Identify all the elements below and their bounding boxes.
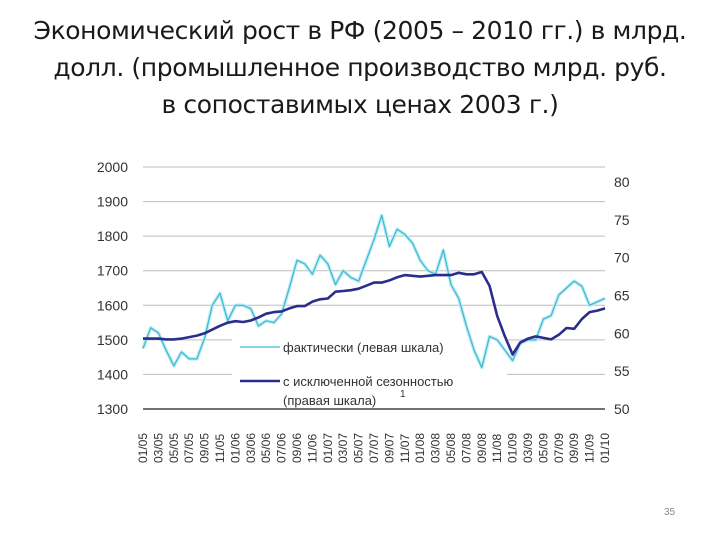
legend-background: [232, 330, 507, 408]
x-tick-label: 05/07: [352, 433, 366, 463]
left-tick-label: 2000: [97, 159, 128, 175]
x-tick-label: 11/09: [583, 434, 597, 463]
legend: фактически (левая шкала) с исключенной с…: [240, 340, 454, 408]
legend-footnote-mark: 1: [400, 389, 406, 400]
x-tick-label: 03/05: [151, 433, 165, 463]
x-tick-label: 09/09: [567, 433, 581, 463]
legend-seasonal-label-1: с исключенной сезонностью: [283, 374, 454, 389]
title-line-2: долл. (промышленное производство млрд. р…: [53, 53, 667, 82]
left-tick-label: 1500: [97, 332, 128, 348]
right-tick-label: 50: [614, 401, 630, 417]
x-tick-label: 03/06: [244, 433, 258, 463]
x-tick-label: 09/05: [198, 433, 212, 463]
x-axis: 01/05 03/05 05/05 07/05 09/05 11/05 01/06 03/06…: [136, 433, 612, 463]
left-tick-label: 1700: [97, 263, 128, 279]
x-tick-label: 11/07: [398, 434, 412, 463]
left-axis: 1300 1400 1500 1600 1700 1800 1900 2000: [97, 159, 128, 417]
left-tick-label: 1300: [97, 401, 128, 417]
title-line-3: в сопоставимых ценах 2003 г.): [161, 90, 559, 119]
right-tick-label: 65: [614, 288, 630, 304]
x-tick-label: 01/06: [228, 433, 242, 463]
x-tick-label: 11/05: [213, 434, 227, 463]
x-tick-label: 09/08: [475, 433, 489, 463]
x-tick-label: 03/09: [521, 433, 535, 463]
x-tick-label: 09/07: [382, 433, 396, 463]
legend-seasonal-label-2: (правая шкала): [283, 393, 376, 408]
slide-title: Экономический рост в РФ (2005 – 2010 гг.…: [0, 12, 720, 123]
x-tick-label: 07/05: [182, 433, 196, 463]
x-tick-label: 05/09: [536, 433, 550, 463]
x-tick-label: 01/10: [598, 433, 612, 463]
x-tick-label: 07/09: [552, 433, 566, 463]
x-tick-label: 11/06: [305, 434, 319, 463]
series-seasonal-line: [143, 270, 606, 356]
page-number: 35: [664, 507, 676, 518]
x-tick-label: 07/06: [275, 433, 289, 463]
x-tick-label: 05/06: [259, 433, 273, 463]
left-tick-label: 1400: [97, 366, 128, 382]
x-tick-label: 03/08: [429, 433, 443, 463]
x-tick-label: 07/08: [459, 433, 473, 463]
x-tick-label: 09/06: [290, 433, 304, 463]
x-tick-label: 03/07: [336, 433, 350, 463]
right-axis: 50 55 60 65 70 75 80: [614, 174, 630, 417]
x-tick-label: 01/07: [321, 433, 335, 463]
left-tick-label: 1600: [97, 297, 128, 313]
legend-actual-label: фактически (левая шкала): [283, 340, 444, 355]
left-tick-label: 1800: [97, 228, 128, 244]
x-tick-label: 11/08: [490, 434, 504, 463]
right-tick-label: 80: [614, 174, 630, 190]
right-tick-label: 60: [614, 325, 630, 341]
x-tick-label: 01/08: [413, 433, 427, 463]
x-tick-label: 05/05: [167, 433, 181, 463]
title-line-1: Экономический рост в РФ (2005 – 2010 гг.…: [33, 16, 687, 45]
x-tick-label: 01/05: [136, 433, 150, 463]
right-tick-label: 75: [614, 212, 630, 228]
left-tick-label: 1900: [97, 194, 128, 210]
right-tick-label: 70: [614, 250, 630, 266]
x-tick-label: 07/07: [367, 433, 381, 463]
right-tick-label: 55: [614, 363, 630, 379]
x-tick-label: 05/08: [444, 433, 458, 463]
x-tick-label: 01/09: [506, 433, 520, 463]
